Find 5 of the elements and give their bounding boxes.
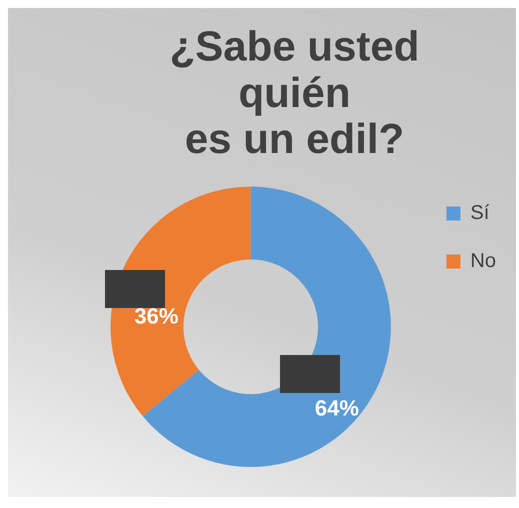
- data-label: 36%: [134, 304, 178, 329]
- legend-label: No: [470, 250, 496, 272]
- chart-title: ¿Sabe usted quién es un edil?: [170, 22, 420, 162]
- legend-label: Sí: [470, 202, 490, 224]
- data-label: 64%: [314, 396, 359, 421]
